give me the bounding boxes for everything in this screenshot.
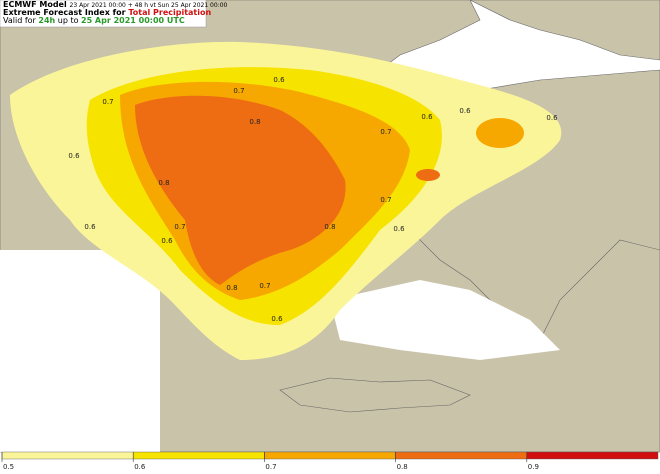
contour-label: 0.8 [324,223,335,231]
colorbar-segment [395,451,528,460]
title-line: Extreme Forecast Index for Total Precipi… [3,8,211,17]
contour-label: 0.6 [459,107,471,115]
colorbar: 0.5 0.6 0.7 0.8 0.9 [1,451,659,471]
contour-label: 0.6 [273,76,285,84]
efi-spot [416,169,440,181]
sea-west [0,250,160,452]
contour-labels: 0.60.70.70.80.70.60.60.60.60.80.70.6 0.60… [68,76,558,323]
model: ECMWF Model [3,0,67,9]
valid-period: 24h [38,16,55,25]
contour-label: 0.8 [249,118,260,126]
valid-time: 25 Apr 2021 00:00 UTC [81,16,185,25]
aegean [330,280,560,360]
contour-label: 0.8 [158,179,169,187]
contour-label: 0.6 [68,152,80,160]
title-highlight: Total Precipitation [128,8,211,17]
contour-label: 0.7 [259,282,270,290]
title-prefix: Extreme Forecast Index for [3,8,128,17]
contour-label: 0.7 [380,128,391,136]
contour-label: 0.6 [84,223,96,231]
contour-label: 0.6 [271,315,283,323]
colorbar-label: 0.6 [134,463,146,471]
contour-label: 0.7 [102,98,113,106]
colorbar-segment [1,451,134,460]
contour-label: 0.6 [161,237,173,245]
contour-label: 0.8 [226,284,237,292]
colorbar-label: 0.9 [528,463,539,471]
run: 23 Apr 2021 00:00 + 48 h vt Sun 25 Apr 2… [70,2,228,9]
efi-spot [476,118,524,148]
contour-label: 0.7 [380,196,391,204]
colorbar-label: 0.7 [265,463,276,471]
crete [279,377,471,413]
valid-prefix: Valid for [3,16,38,25]
colorbar-label: 0.5 [3,463,14,471]
contour-label: 0.7 [174,223,185,231]
colorbar-label: 0.8 [397,463,408,471]
contour-label: 0.7 [233,87,244,95]
efi-zone-08 [135,95,346,285]
valid-mid: up to [55,16,81,25]
colorbar-segment [132,451,265,460]
header-box [0,0,207,28]
colorbar-segment [264,451,396,460]
colorbar-segment [526,451,659,460]
contour-label: 0.6 [421,113,433,121]
header-line: ECMWF Model 23 Apr 2021 00:00 + 48 h vt … [3,0,228,9]
contour-label: 0.6 [393,225,405,233]
contour-label: 0.6 [546,114,558,122]
land-north [469,0,660,61]
valid-line: Valid for 24h up to 25 Apr 2021 00:00 UT… [3,16,185,25]
